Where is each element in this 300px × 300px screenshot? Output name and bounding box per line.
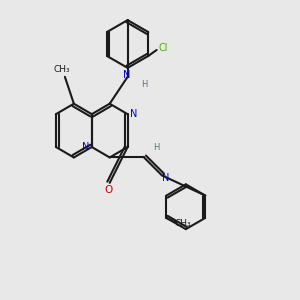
Text: O: O	[105, 185, 113, 195]
Text: N: N	[123, 70, 131, 80]
Text: N: N	[130, 109, 138, 119]
Text: CH₃: CH₃	[174, 219, 191, 228]
Text: N: N	[162, 173, 169, 183]
Text: N: N	[82, 142, 89, 152]
Text: CH₃: CH₃	[54, 65, 70, 74]
Text: Cl: Cl	[158, 43, 168, 52]
Text: H: H	[153, 142, 159, 152]
Text: H: H	[141, 80, 147, 89]
